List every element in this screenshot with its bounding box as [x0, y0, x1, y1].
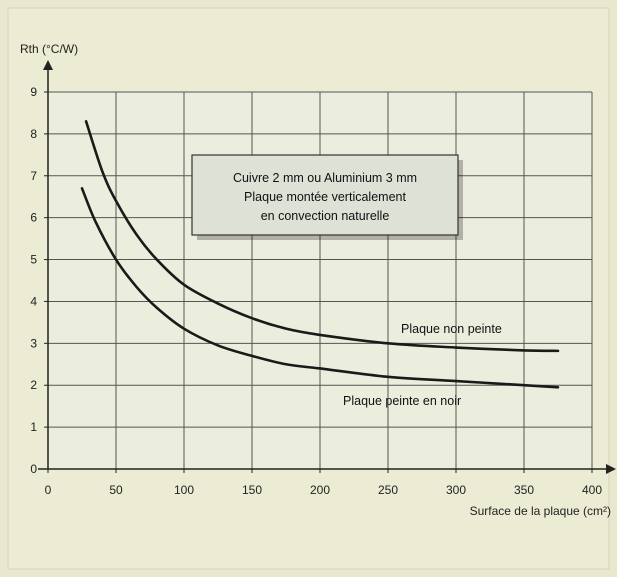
x-tick-label: 400: [582, 483, 602, 497]
x-axis-label: Surface de la plaque (cm²): [470, 504, 611, 518]
annotation-background: [191, 154, 459, 236]
x-axis-arrow-icon: [606, 464, 616, 474]
y-tick-label: 3: [30, 336, 37, 350]
y-tick-label: 5: [30, 253, 37, 267]
y-axis-arrow-icon: [43, 60, 53, 70]
tick-labels: 0 50 100 150 200 250 300 350 400 0 1 2 3 4 5 6 7 8 9: [30, 85, 602, 497]
x-tick-label: 250: [378, 483, 398, 497]
y-tick-label: 9: [30, 85, 37, 99]
annotation-line-2: Plaque montée verticalement: [244, 190, 406, 204]
x-tick-label: 200: [310, 483, 330, 497]
y-tick-label: 6: [30, 211, 37, 225]
y-tick-label: 4: [30, 294, 37, 308]
y-tick-label: 7: [30, 169, 37, 183]
x-tick-label: 300: [446, 483, 466, 497]
annotation-box: Cuivre 2 mm ou Aluminium 3 mm Plaque mon…: [191, 154, 463, 240]
x-tick-label: 100: [174, 483, 194, 497]
y-tick-label: 8: [30, 127, 37, 141]
x-tick-label: 50: [109, 483, 123, 497]
y-axis-label: Rth (°C/W): [20, 42, 78, 56]
series-label-plaque-non-peinte: Plaque non peinte: [401, 322, 502, 336]
y-tick-label: 0: [30, 462, 37, 476]
x-tick-label: 350: [514, 483, 534, 497]
axes: [38, 60, 616, 474]
series-line-plaque-peinte-en-noir: [80, 187, 560, 389]
series-label-plaque-peinte-en-noir: Plaque peinte en noir: [343, 394, 461, 408]
series-layer: [80, 120, 560, 389]
annotation-line-1: Cuivre 2 mm ou Aluminium 3 mm: [233, 171, 417, 185]
x-tick-label: 0: [45, 483, 52, 497]
y-tick-label: 2: [30, 378, 37, 392]
x-tick-label: 150: [242, 483, 262, 497]
annotation-line-3: en convection naturelle: [261, 209, 390, 223]
series-line-plaque-non-peinte: [84, 120, 560, 353]
y-tick-label: 1: [30, 420, 37, 434]
